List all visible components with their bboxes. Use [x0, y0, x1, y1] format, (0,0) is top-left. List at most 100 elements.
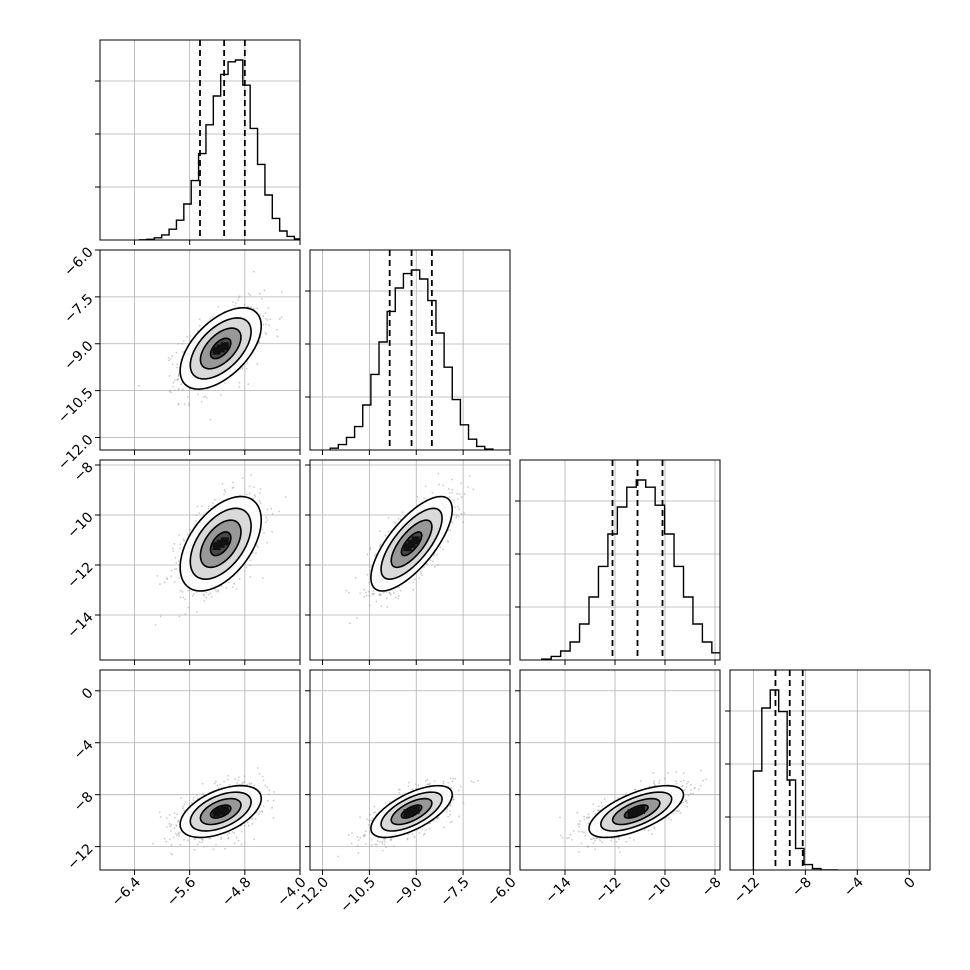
- scatter-point: [397, 597, 400, 600]
- scatter-point: [172, 550, 175, 553]
- scatter-point: [388, 800, 391, 803]
- scatter-point: [363, 588, 366, 591]
- scatter-point: [561, 836, 564, 839]
- scatter-point: [184, 598, 187, 601]
- scatter-point: [207, 505, 210, 508]
- scatter-point: [359, 592, 362, 595]
- scatter-point: [375, 843, 378, 846]
- y-tick-label-2-1: −12: [64, 559, 96, 591]
- scatter-point: [221, 482, 224, 485]
- scatter-point: [165, 840, 168, 843]
- scatter-point: [378, 530, 381, 533]
- scatter-point: [181, 807, 184, 810]
- scatter-point: [433, 565, 436, 568]
- scatter-point: [654, 784, 656, 787]
- scatter-point: [181, 342, 184, 345]
- scatter-point: [225, 587, 228, 589]
- scatter-point: [176, 363, 179, 366]
- scatter-point: [187, 402, 190, 405]
- scatter-point: [189, 528, 191, 531]
- scatter-point: [167, 357, 170, 359]
- scatter-point: [470, 780, 473, 783]
- scatter-point: [193, 848, 196, 851]
- scatter-point: [180, 383, 183, 386]
- scatter-point: [189, 334, 192, 337]
- scatter-point: [389, 593, 392, 596]
- scatter-point: [176, 834, 178, 837]
- scatter-point: [658, 779, 661, 782]
- scatter-point: [443, 826, 445, 829]
- scatter-point: [220, 585, 223, 587]
- scatter-point: [447, 815, 450, 818]
- scatter-point: [418, 577, 421, 580]
- scatter-point: [209, 317, 212, 320]
- y-tick-label-3-3: 0: [79, 685, 97, 703]
- scatter-point: [184, 801, 187, 803]
- scatter-point: [472, 781, 475, 784]
- x-tick-label-0-1: −5.6: [164, 874, 199, 909]
- scatter-point: [202, 792, 205, 795]
- scatter-point: [618, 838, 620, 841]
- scatter-point: [447, 488, 450, 490]
- scatter-point: [412, 581, 415, 584]
- scatter-point: [224, 490, 227, 493]
- scatter-point: [437, 564, 439, 566]
- scatter-point: [411, 788, 414, 791]
- scatter-point: [231, 831, 234, 833]
- scatter-point: [276, 328, 278, 331]
- scatter-point: [172, 547, 174, 550]
- scatter-point: [177, 403, 180, 406]
- scatter-point: [214, 499, 216, 501]
- scatter-point: [173, 827, 176, 829]
- scatter-point: [364, 833, 366, 836]
- scatter-point: [370, 839, 373, 841]
- scatter-point: [201, 782, 204, 785]
- scatter-point: [458, 815, 460, 818]
- scatter-point: [367, 590, 370, 593]
- scatter-point: [256, 767, 259, 769]
- scatter-point: [598, 837, 601, 840]
- scatter-point: [682, 779, 685, 782]
- scatter-point: [349, 622, 351, 625]
- scatter-point: [261, 577, 264, 580]
- scatter-point: [386, 605, 389, 608]
- scatter-point: [460, 513, 463, 515]
- scatter-point: [203, 396, 205, 399]
- scatter-point: [179, 589, 182, 592]
- scatter-point: [253, 270, 256, 273]
- scatter-point: [174, 556, 177, 559]
- scatter-point: [192, 799, 195, 801]
- scatter-point: [583, 818, 586, 821]
- scatter-point: [425, 562, 428, 565]
- scatter-point: [431, 560, 434, 563]
- scatter-point: [365, 591, 367, 594]
- scatter-point: [159, 583, 161, 586]
- scatter-point: [597, 805, 600, 808]
- density-peak: [212, 346, 221, 355]
- scatter-point: [203, 845, 206, 848]
- scatter-point: [237, 776, 240, 779]
- scatter-point: [228, 784, 231, 786]
- scatter-point: [436, 553, 438, 556]
- scatter-point: [171, 853, 174, 856]
- x-tick-label-0-2: −4.8: [219, 874, 254, 909]
- scatter-point: [625, 840, 628, 843]
- scatter-point: [205, 591, 208, 594]
- density-peak: [216, 344, 225, 353]
- scatter-point: [270, 507, 273, 510]
- scatter-point: [685, 782, 688, 785]
- scatter-point: [373, 805, 376, 808]
- scatter-point: [259, 502, 262, 505]
- scatter-point: [264, 521, 267, 524]
- scatter-point: [247, 383, 250, 386]
- scatter-point: [178, 577, 181, 580]
- scatter-point: [472, 488, 475, 491]
- scatter-point: [234, 778, 237, 781]
- scatter-point: [178, 547, 181, 550]
- scatter-point: [357, 852, 360, 854]
- scatter-point: [195, 514, 198, 517]
- scatter-point: [187, 589, 190, 592]
- scatter-point: [416, 495, 419, 498]
- scatter-point: [369, 548, 372, 551]
- y-tick-label-1-1: −10.5: [55, 385, 97, 427]
